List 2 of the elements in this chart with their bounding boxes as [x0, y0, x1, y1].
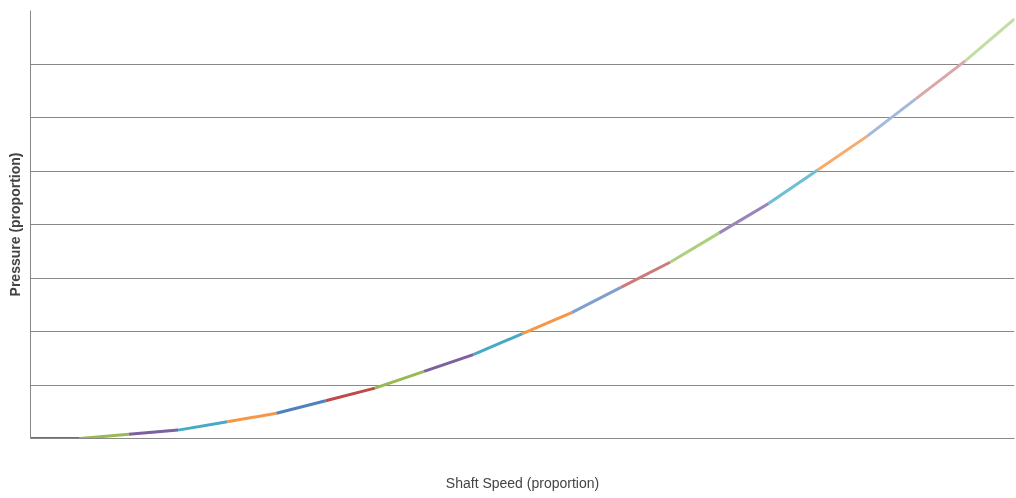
x-axis-title: Shaft Speed (proportion) [445, 474, 600, 491]
y-axis-title: Pressure (proportion) [6, 152, 23, 297]
